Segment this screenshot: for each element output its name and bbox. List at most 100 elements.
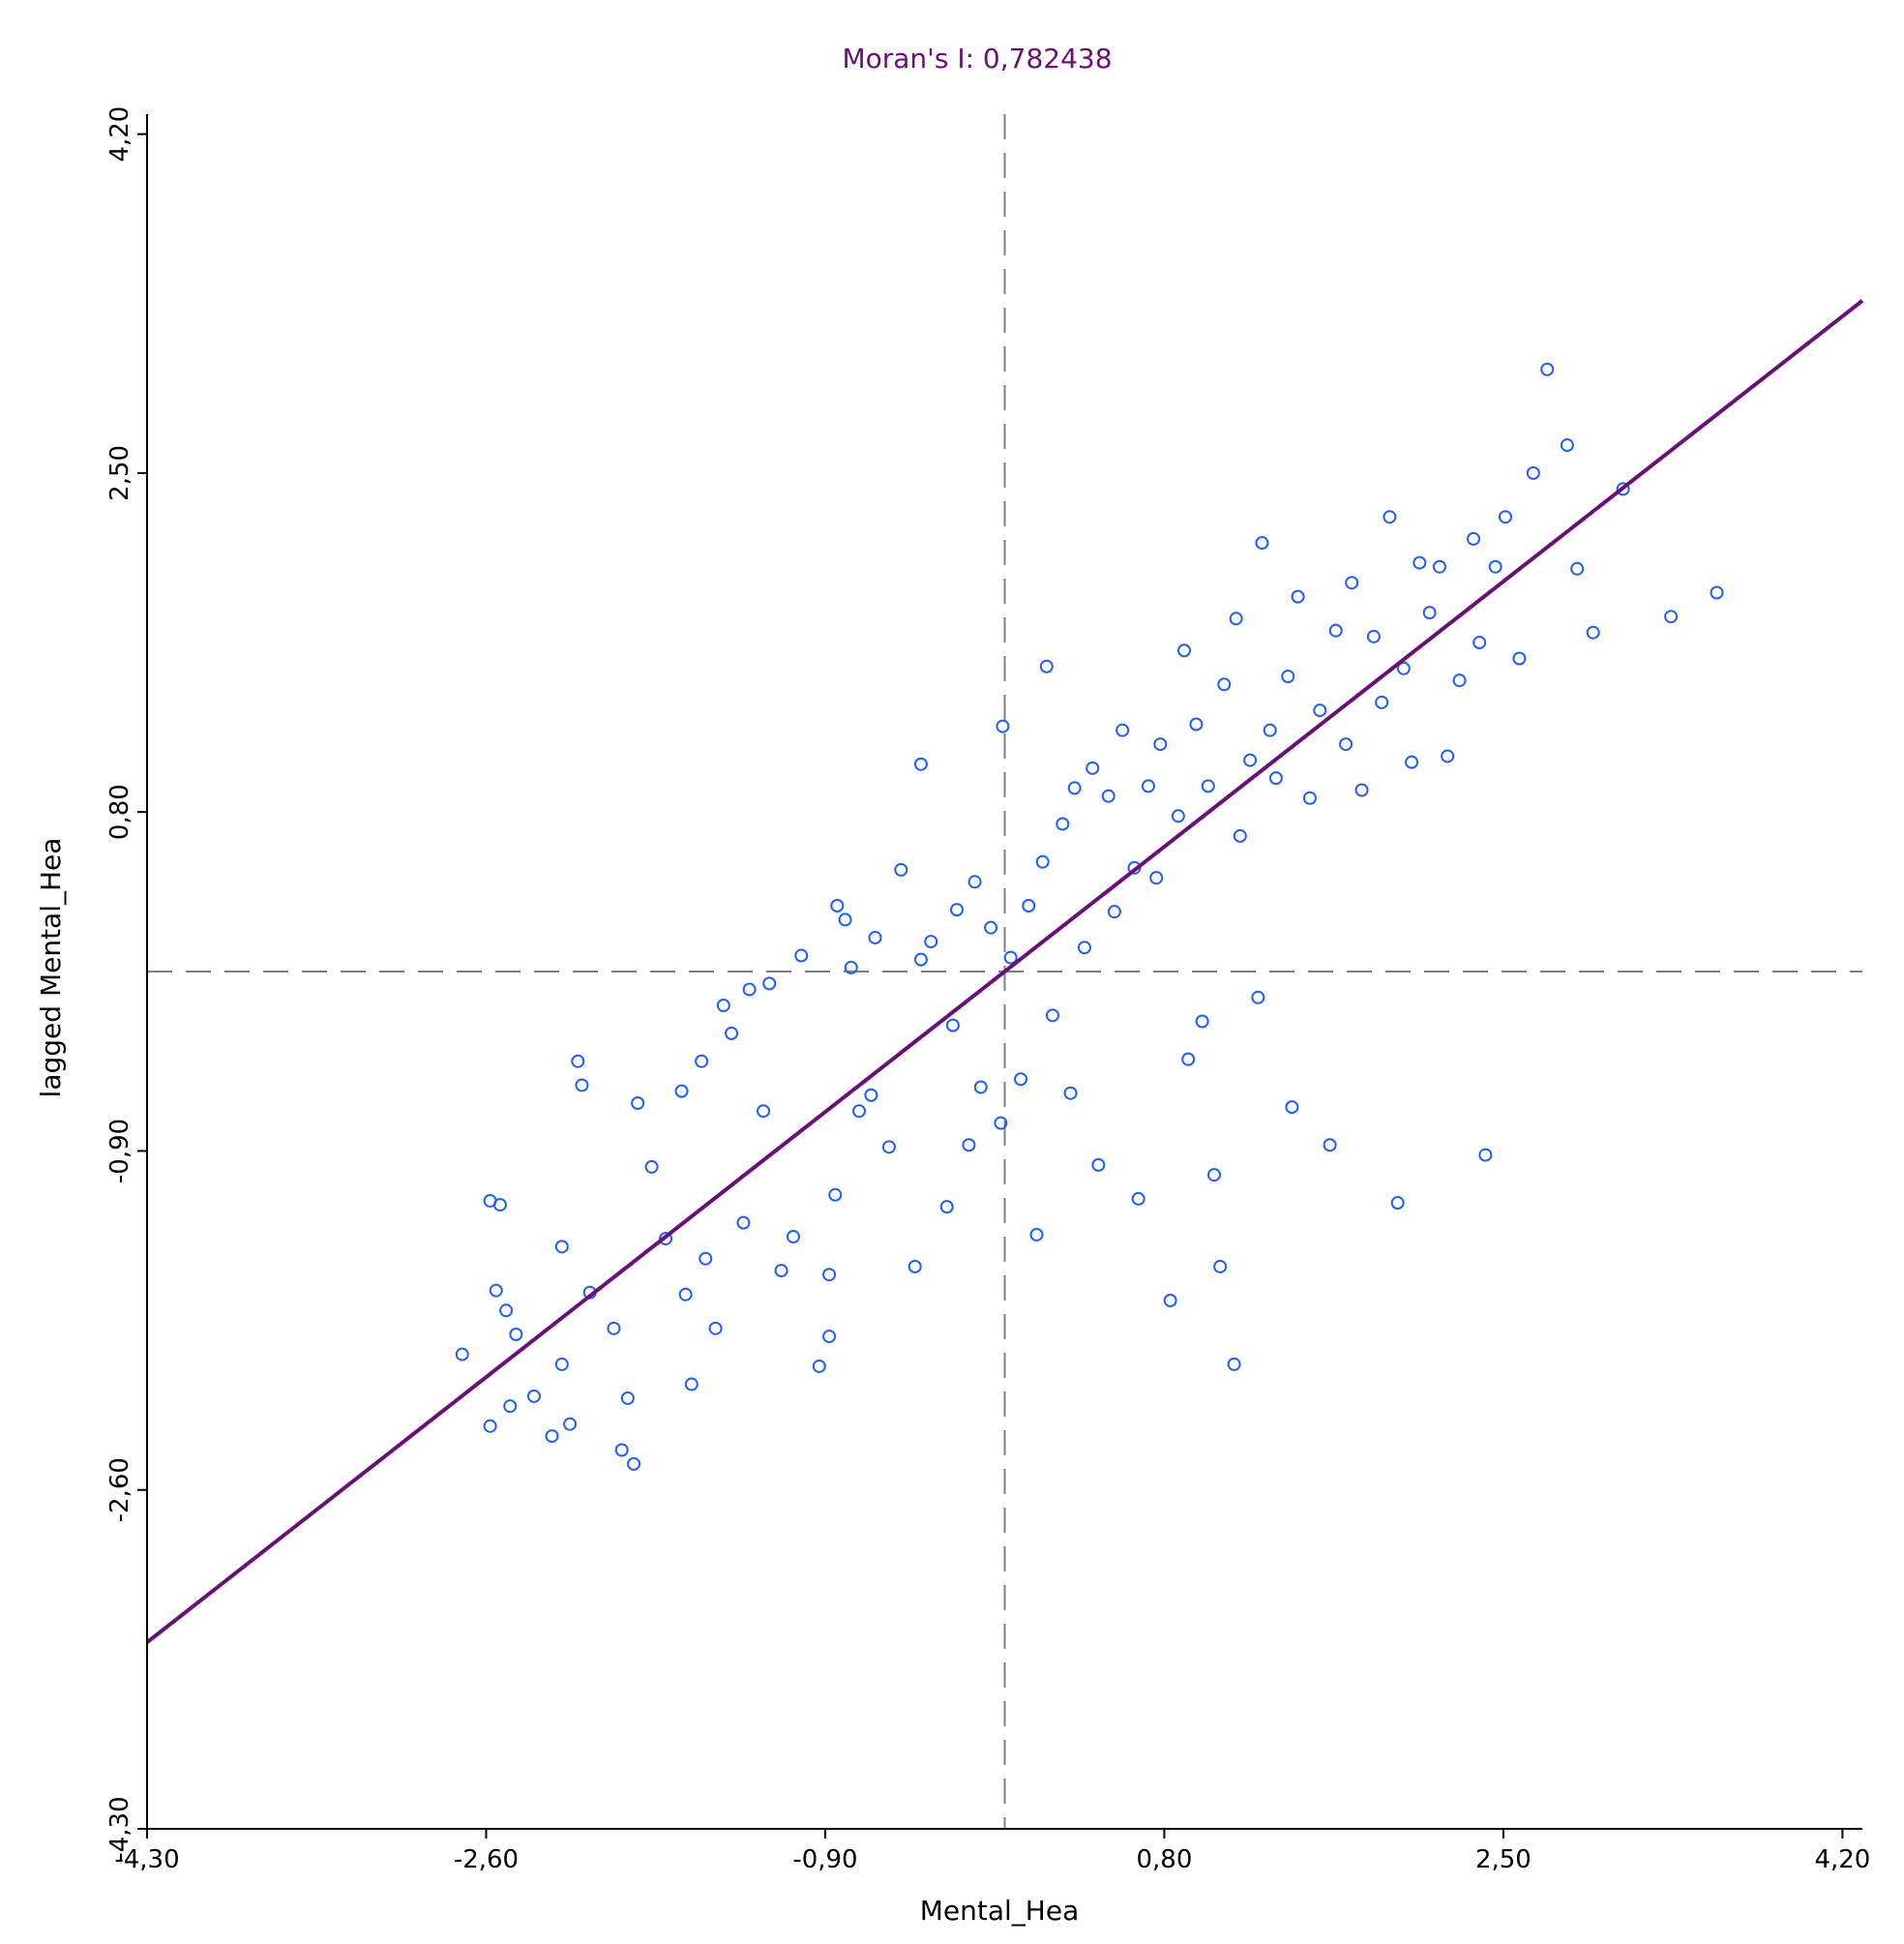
data-point	[1251, 990, 1265, 1004]
data-point	[794, 948, 809, 963]
data-point	[984, 920, 998, 935]
data-point	[962, 1138, 976, 1152]
data-point	[455, 1347, 469, 1361]
data-point	[1512, 651, 1527, 666]
data-point	[1003, 950, 1018, 965]
data-point	[1664, 610, 1679, 624]
data-point	[830, 899, 845, 913]
data-point	[1498, 510, 1512, 524]
data-point	[907, 1259, 922, 1273]
x-tick-label: 2,50	[1475, 1845, 1532, 1874]
data-point	[1077, 941, 1091, 955]
data-point	[684, 1377, 699, 1391]
data-point	[1086, 761, 1100, 775]
data-point	[1022, 899, 1036, 913]
data-point	[1263, 723, 1277, 737]
data-point	[1526, 465, 1540, 480]
data-point	[1390, 1196, 1405, 1211]
data-point	[1153, 737, 1168, 752]
data-point	[563, 1417, 578, 1431]
data-point	[483, 1419, 497, 1433]
data-point	[881, 1140, 896, 1154]
data-point	[1540, 362, 1555, 376]
data-point	[1189, 717, 1204, 732]
data-point	[1441, 749, 1455, 763]
data-point	[1227, 1357, 1241, 1371]
data-point	[774, 1264, 788, 1278]
data-point	[973, 1080, 988, 1094]
data-point	[503, 1399, 518, 1414]
data-point	[1432, 559, 1446, 574]
data-point	[894, 862, 908, 877]
data-point	[762, 976, 777, 991]
data-point	[967, 875, 982, 889]
regression-layer	[145, 299, 1864, 1644]
data-point	[620, 1391, 635, 1405]
data-point	[1056, 817, 1070, 831]
x-tick-label: 0,80	[1136, 1845, 1192, 1874]
data-point	[1063, 1086, 1078, 1100]
data-point	[864, 1088, 878, 1102]
y-axis-title: lagged Mental_Hea	[35, 838, 67, 1098]
data-point	[838, 912, 852, 927]
x-tick-label: 4,20	[1814, 1845, 1870, 1874]
data-point	[994, 1116, 1008, 1130]
data-point	[627, 1456, 641, 1471]
data-point	[1141, 779, 1155, 793]
data-point	[868, 930, 882, 944]
data-point	[489, 1283, 503, 1298]
y-tick-label: 2,50	[105, 445, 134, 501]
data-point	[822, 1268, 837, 1282]
data-point	[786, 1230, 800, 1244]
data-point	[1478, 1148, 1493, 1162]
data-point	[1313, 703, 1327, 718]
data-point	[1213, 1259, 1228, 1273]
data-point	[822, 1330, 837, 1344]
data-point	[913, 757, 928, 771]
data-point	[699, 1251, 713, 1266]
data-point	[1206, 1168, 1221, 1182]
data-point	[1323, 1138, 1337, 1152]
data-point	[1413, 555, 1427, 570]
data-point	[725, 1026, 739, 1040]
data-point	[913, 952, 928, 967]
data-point	[1268, 771, 1283, 786]
data-point	[1339, 737, 1354, 752]
data-point	[1560, 438, 1574, 453]
x-tick-label: -2,60	[454, 1845, 519, 1874]
data-point	[492, 1198, 507, 1212]
data-point	[1383, 510, 1397, 524]
data-point	[1163, 1293, 1177, 1307]
data-point	[742, 982, 757, 997]
data-point	[571, 1054, 585, 1068]
data-point	[1229, 612, 1243, 626]
data-point	[1233, 828, 1247, 843]
data-point	[950, 903, 965, 917]
data-point	[1285, 1100, 1299, 1115]
data-point	[1473, 636, 1487, 650]
data-point	[757, 1104, 771, 1119]
data-point	[1201, 779, 1215, 793]
data-point	[1029, 1227, 1044, 1241]
data-point	[716, 999, 730, 1013]
data-point	[1091, 1157, 1106, 1172]
data-point	[1217, 677, 1232, 692]
data-point	[1291, 589, 1305, 604]
data-point	[614, 1443, 629, 1457]
data-point	[1396, 661, 1411, 675]
data-point	[554, 1357, 569, 1371]
data-point	[852, 1104, 867, 1119]
data-point	[1466, 531, 1480, 546]
data-point	[1045, 1008, 1059, 1023]
data-point	[575, 1078, 589, 1092]
data-point	[1586, 625, 1600, 640]
x-tick-label: -4,30	[114, 1845, 179, 1874]
data-point	[1488, 559, 1502, 574]
regression-line	[145, 299, 1864, 1644]
data-point	[1452, 673, 1467, 688]
x-axis-title: Mental_Hea	[920, 1895, 1080, 1927]
data-point	[499, 1303, 514, 1318]
data-point	[1422, 606, 1437, 620]
data-point	[708, 1321, 723, 1335]
data-point	[1281, 670, 1295, 684]
